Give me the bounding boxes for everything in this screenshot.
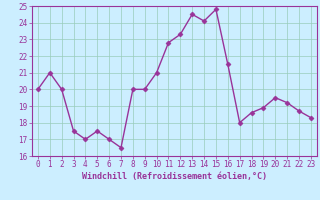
X-axis label: Windchill (Refroidissement éolien,°C): Windchill (Refroidissement éolien,°C) [82,172,267,181]
